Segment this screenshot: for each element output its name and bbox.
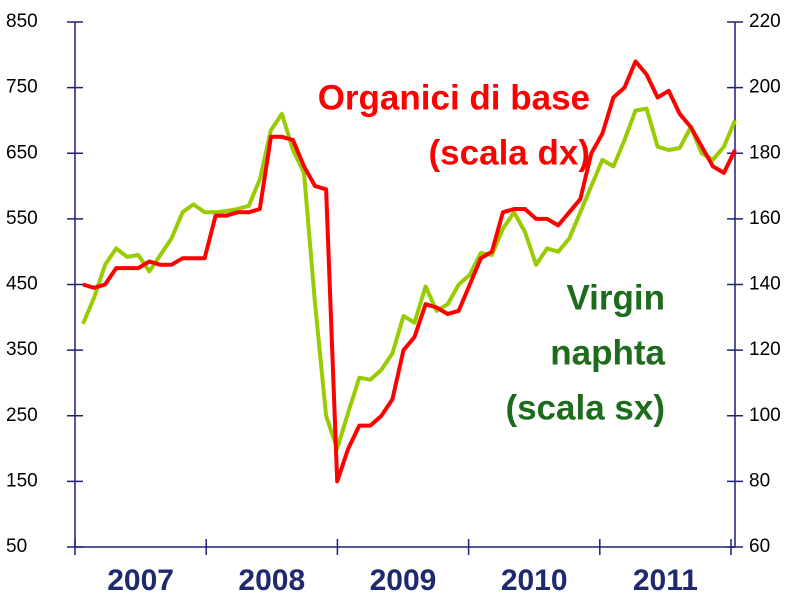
y2-tick-label: 140 [749, 274, 781, 295]
y2-tick-label: 80 [749, 470, 770, 491]
annotation: Virgin [566, 278, 665, 317]
x-year-label: 2011 [633, 564, 698, 597]
y-tick-label: 450 [6, 274, 38, 295]
y-tick-label: 750 [6, 77, 38, 98]
annotation: Organici di base [318, 78, 590, 117]
x-year-label: 2010 [501, 564, 568, 597]
annotation: naphta [550, 333, 665, 372]
annotation: (scala dx) [429, 133, 590, 172]
series-line [81, 106, 737, 451]
y2-tick-label: 200 [749, 77, 781, 98]
y2-tick-label: 120 [749, 339, 781, 360]
y2-tick-label: 100 [749, 405, 781, 426]
y-tick-label: 650 [6, 142, 38, 163]
annotation: (scala sx) [505, 388, 665, 427]
y-tick-label: 250 [6, 405, 38, 426]
y2-tick-label: 180 [749, 142, 781, 163]
y-tick-label: 350 [6, 339, 38, 360]
y2-tick-label: 60 [749, 536, 770, 557]
series-line [82, 59, 737, 484]
x-year-label: 2008 [238, 564, 305, 597]
y2-tick-label: 160 [749, 208, 781, 229]
x-year-label: 2007 [107, 564, 174, 597]
y-tick-label: 50 [6, 536, 27, 557]
y-tick-label: 550 [6, 208, 38, 229]
x-year-label: 2009 [370, 564, 437, 597]
y-tick-label: 850 [6, 11, 38, 32]
y-tick-label: 150 [6, 470, 38, 491]
y2-tick-label: 220 [749, 11, 781, 32]
